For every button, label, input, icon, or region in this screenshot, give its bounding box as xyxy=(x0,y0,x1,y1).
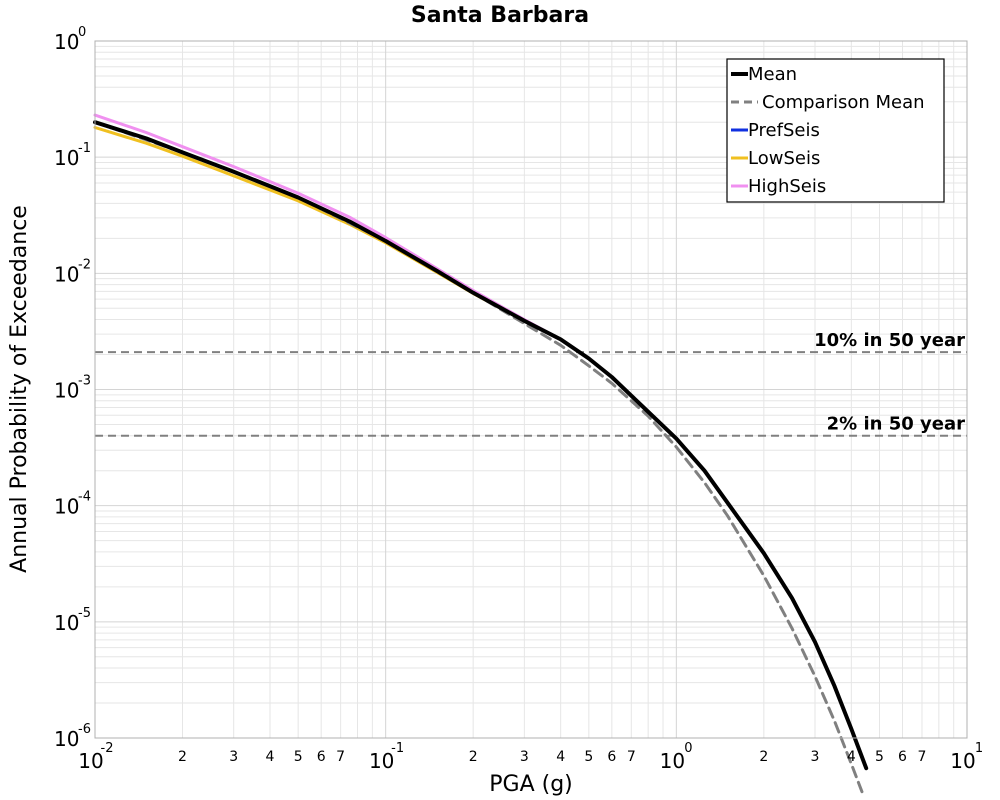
reference-lines: 10% in 50 year 2% in 50 year xyxy=(95,330,967,437)
chart-title: Santa Barbara xyxy=(411,3,589,28)
y-tick-label: 10 xyxy=(54,611,79,635)
legend-label: Comparison Mean xyxy=(762,92,925,113)
x-minor-tick-label: 2 xyxy=(469,749,478,765)
x-axis-label: PGA (g) xyxy=(489,772,573,797)
x-minor-tick-label: 2 xyxy=(178,749,187,765)
x-minor-tick-label: 3 xyxy=(229,749,238,765)
x-tick-exponent: -2 xyxy=(101,741,114,756)
legend-box xyxy=(726,58,945,203)
x-minor-tick-label: 5 xyxy=(875,749,884,765)
legend: Mean Comparison Mean PrefSeis LowSeis HighSe… xyxy=(726,58,945,203)
x-minor-tick-label: 4 xyxy=(556,749,565,765)
legend-label: HighSeis xyxy=(748,176,826,197)
plot-frame xyxy=(94,40,968,739)
y-tick-label: 10 xyxy=(54,495,79,519)
y-tick-exponent: -6 xyxy=(78,722,91,737)
legend-label: Mean xyxy=(748,64,797,85)
x-tick-label: 10 xyxy=(369,749,394,773)
x-tick-exponent: 1 xyxy=(975,741,983,756)
reference-line-label: 2% in 50 year xyxy=(827,414,965,435)
y-tick-exponent: 0 xyxy=(78,25,86,40)
x-minor-tick-label: 7 xyxy=(627,749,636,765)
y-tick-exponent: -1 xyxy=(78,141,91,156)
reference-line-label: 10% in 50 year xyxy=(814,330,965,351)
y-tick-exponent: -2 xyxy=(78,257,91,272)
x-minor-tick-label: 3 xyxy=(520,749,529,765)
series-line-mean xyxy=(93,120,869,771)
y-tick-label: 10 xyxy=(54,727,79,751)
x-tick-exponent: -1 xyxy=(391,741,404,756)
x-minor-tick-label: 6 xyxy=(898,749,907,765)
x-minor-tick-label: 6 xyxy=(317,749,326,765)
y-tick-exponent: -5 xyxy=(78,606,91,621)
x-minor-tick-label: 6 xyxy=(607,749,616,765)
x-tick-label: 10 xyxy=(78,749,103,773)
y-tick-label: 10 xyxy=(54,262,79,286)
x-minor-tick-label: 5 xyxy=(584,749,593,765)
legend-label: PrefSeis xyxy=(748,120,820,141)
x-tick-label: 10 xyxy=(660,749,685,773)
x-minor-tick-label: 3 xyxy=(811,749,820,765)
x-minor-tick-label: 7 xyxy=(336,749,345,765)
x-minor-tick-label: 7 xyxy=(918,749,927,765)
y-tick-label: 10 xyxy=(54,146,79,170)
y-axis-label: Annual Probability of Exceedance xyxy=(7,205,32,573)
y-tick-label: 10 xyxy=(54,379,79,403)
x-tick-label: 10 xyxy=(950,749,975,773)
y-tick-exponent: -3 xyxy=(78,374,91,389)
x-minor-tick-label: 4 xyxy=(847,749,856,765)
x-minor-tick-label: 5 xyxy=(294,749,303,765)
x-tick-exponent: 0 xyxy=(684,741,692,756)
x-minor-tick-label: 2 xyxy=(759,749,768,765)
x-minor-tick-label: 4 xyxy=(266,749,275,765)
y-tick-exponent: -4 xyxy=(78,490,91,505)
series-layer xyxy=(93,113,869,797)
y-tick-label: 10 xyxy=(54,30,79,54)
legend-label: LowSeis xyxy=(748,148,820,169)
